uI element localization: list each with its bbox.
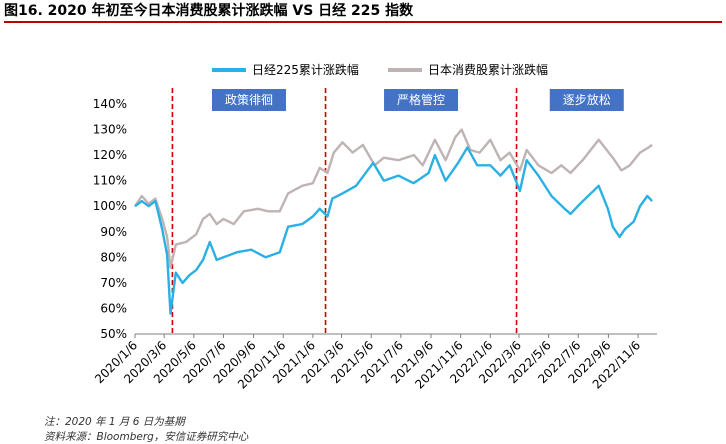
- y-tick-label: 100%: [93, 199, 127, 213]
- y-tick-label: 120%: [93, 148, 127, 162]
- y-tick-label: 90%: [100, 225, 127, 239]
- y-tick-label: 70%: [100, 276, 127, 290]
- period-dividers: [171, 88, 518, 334]
- y-tick-label: 80%: [100, 250, 127, 264]
- chart-legend: 日经225累计涨跌幅 日本消费股累计涨跌幅: [212, 62, 548, 77]
- y-tick-label: 130%: [93, 123, 127, 137]
- series-lines: [134, 128, 653, 315]
- figure-title: 图16. 2020 年初至今日本消费股累计涨跌幅 VS 日经 225 指数: [4, 1, 722, 23]
- y-tick-label: 60%: [100, 301, 127, 315]
- y-tick-label: 140%: [93, 97, 127, 111]
- period-labels: 政策徘徊 严格管控 逐步放松: [211, 89, 624, 111]
- period-box: [549, 89, 624, 111]
- base-date-note: 注：2020 年 1 月 6 日为基期: [44, 416, 185, 428]
- period-label: 政策徘徊: [225, 93, 273, 107]
- line-chart: 50%60%70%80%90%100%110%120%130%140%2020/…: [92, 62, 657, 392]
- period-box: [384, 89, 459, 111]
- period-box: [211, 89, 286, 111]
- period-label: 逐步放松: [563, 92, 611, 107]
- y-tick-label: 50%: [100, 327, 127, 341]
- y-tick-label: 110%: [93, 174, 127, 188]
- legend-nikkei-label: 日经225累计涨跌幅: [252, 62, 359, 77]
- legend-consumer-label: 日本消费股累计涨跌幅: [428, 62, 548, 77]
- source-note: 资料来源：Bloomberg，安信证券研究中心: [44, 431, 249, 443]
- consumer-stocks-line: [134, 128, 653, 269]
- period-label: 严格管控: [397, 92, 445, 107]
- nikkei-225-line: [134, 146, 653, 315]
